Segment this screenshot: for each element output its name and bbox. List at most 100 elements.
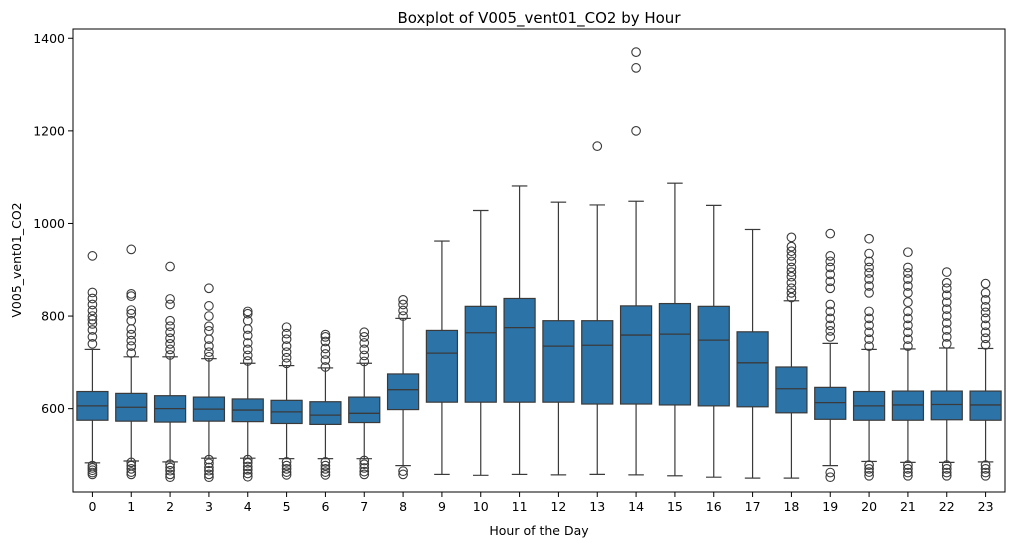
outlier-point bbox=[359, 463, 370, 473]
outlier-point bbox=[980, 333, 991, 344]
outlier-point bbox=[941, 460, 952, 470]
outlier-point bbox=[320, 467, 331, 477]
outlier-point bbox=[980, 313, 991, 324]
plot-area bbox=[76, 47, 1002, 483]
outlier-point bbox=[825, 299, 836, 310]
outlier-point bbox=[825, 332, 836, 342]
box-hour-22 bbox=[930, 267, 963, 481]
outlier-point bbox=[87, 251, 98, 261]
outlier-point bbox=[864, 470, 874, 481]
outlier-point bbox=[980, 295, 991, 305]
outlier-point bbox=[204, 472, 214, 483]
outlier-point bbox=[825, 269, 836, 280]
outlier-point bbox=[903, 320, 913, 331]
outlier-point bbox=[786, 232, 797, 243]
iqr-box bbox=[386, 373, 420, 411]
outlier-point bbox=[825, 326, 836, 336]
outlier-point bbox=[903, 341, 913, 352]
outlier-point bbox=[281, 352, 292, 363]
x-tick-label: 10 bbox=[473, 499, 489, 514]
outlier-point bbox=[320, 362, 331, 372]
box-hour-8 bbox=[386, 295, 420, 480]
x-tick-label: 23 bbox=[978, 499, 994, 514]
x-tick-label: 13 bbox=[589, 499, 605, 514]
outlier-point bbox=[281, 358, 292, 369]
outlier-point bbox=[786, 288, 797, 298]
iqr-box bbox=[581, 320, 614, 405]
outlier-point bbox=[281, 470, 292, 480]
outlier-point bbox=[242, 471, 253, 482]
outlier-point bbox=[281, 467, 292, 477]
outlier-point bbox=[87, 305, 98, 316]
box-hour-10 bbox=[464, 209, 497, 476]
outlier-point bbox=[786, 241, 797, 252]
box-hour-17 bbox=[736, 228, 769, 479]
outlier-point bbox=[242, 338, 253, 348]
outlier-point bbox=[165, 294, 175, 304]
outlier-point bbox=[786, 251, 797, 261]
outlier-point bbox=[281, 457, 292, 467]
outlier-point bbox=[204, 311, 214, 321]
outlier-point bbox=[165, 315, 175, 326]
outlier-point bbox=[126, 460, 137, 471]
outlier-point bbox=[87, 293, 98, 304]
outlier-point bbox=[980, 278, 991, 289]
x-tick-label: 11 bbox=[512, 499, 528, 514]
iqr-box bbox=[658, 302, 692, 406]
outlier-point bbox=[359, 332, 370, 342]
x-tick-label: 21 bbox=[900, 499, 916, 514]
outlier-point bbox=[281, 341, 292, 352]
outlier-point bbox=[165, 350, 175, 360]
outlier-point bbox=[864, 320, 874, 331]
outlier-point bbox=[126, 315, 137, 326]
outlier-point bbox=[165, 261, 175, 272]
outlier-point bbox=[903, 334, 913, 345]
iqr-box bbox=[503, 297, 536, 403]
x-tick-label: 2 bbox=[166, 499, 174, 514]
outlier-point bbox=[631, 63, 641, 73]
x-tick-label: 19 bbox=[822, 499, 838, 514]
outlier-point bbox=[242, 344, 253, 355]
outlier-point bbox=[864, 334, 874, 345]
outlier-point bbox=[825, 306, 836, 317]
outlier-point bbox=[631, 47, 641, 58]
outlier-point bbox=[204, 454, 214, 465]
outlier-point bbox=[786, 283, 797, 294]
outlier-point bbox=[242, 356, 253, 366]
outlier-point bbox=[864, 467, 874, 477]
outlier-point bbox=[126, 305, 137, 315]
outlier-point bbox=[165, 333, 175, 344]
outlier-point bbox=[87, 332, 98, 342]
iqr-box bbox=[969, 390, 1002, 421]
outlier-point bbox=[941, 304, 952, 314]
x-tick-label: 15 bbox=[667, 499, 683, 514]
outlier-point bbox=[825, 251, 836, 261]
outlier-point bbox=[87, 338, 98, 349]
outlier-point bbox=[903, 297, 913, 308]
outlier-point bbox=[242, 350, 253, 361]
outlier-point bbox=[87, 314, 98, 325]
outlier-point bbox=[864, 306, 874, 317]
outlier-point bbox=[204, 341, 214, 352]
box-hour-9 bbox=[425, 240, 459, 476]
outlier-point bbox=[825, 228, 836, 239]
outlier-point bbox=[941, 464, 952, 474]
iqr-box bbox=[464, 305, 497, 403]
box-hour-11 bbox=[503, 185, 536, 476]
x-tick-label: 3 bbox=[205, 499, 213, 514]
outlier-point bbox=[903, 460, 913, 470]
y-axis-label: V005_vent01_CO2 bbox=[9, 202, 24, 317]
outlier-point bbox=[980, 307, 991, 318]
outlier-point bbox=[204, 351, 214, 362]
outlier-point bbox=[398, 305, 408, 316]
x-tick-label: 9 bbox=[438, 499, 446, 514]
box-hour-13 bbox=[581, 141, 614, 476]
y-tick-label: 800 bbox=[41, 309, 65, 324]
outlier-point bbox=[592, 141, 603, 151]
outlier-point bbox=[359, 338, 370, 348]
outlier-point bbox=[903, 306, 913, 317]
outlier-point bbox=[320, 332, 331, 342]
outlier-point bbox=[242, 324, 253, 334]
outlier-point bbox=[941, 283, 952, 294]
chart-title: Boxplot of V005_vent01_CO2 by Hour bbox=[398, 9, 682, 28]
